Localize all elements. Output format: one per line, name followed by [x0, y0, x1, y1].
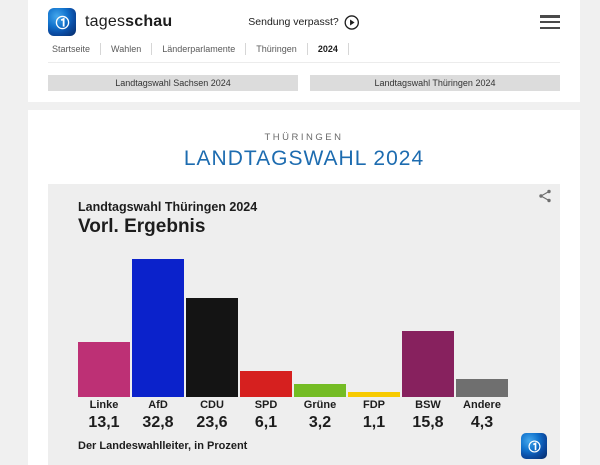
breadcrumb-item-wahlen[interactable]: Wahlen	[101, 43, 153, 55]
brand-wordmark[interactable]: tagesschau	[85, 13, 172, 31]
chart-source: Der Landeswahlleiter, in Prozent	[78, 440, 248, 452]
party-label: AfD	[148, 399, 168, 411]
party-label: CDU	[200, 399, 224, 411]
chart-column-grüne: Grüne 3,2	[294, 239, 346, 431]
bar-cdu	[186, 298, 238, 397]
party-value: 3,2	[308, 414, 332, 431]
breadcrumb-item-startseite[interactable]: Startseite	[48, 43, 102, 55]
party-value: 6,1	[254, 414, 278, 431]
bar-zone	[402, 239, 454, 397]
tagesschau-logo-icon[interactable]	[48, 8, 76, 36]
chart-title: Landtagswahl Thüringen 2024	[78, 200, 258, 214]
globe-icon	[55, 15, 69, 29]
chart-column-fdp: FDP 1,1	[348, 239, 400, 431]
chart-column-linke: Linke 13,1	[78, 239, 130, 431]
region-kicker: THÜRINGEN	[264, 132, 344, 143]
page-title-block: THÜRINGEN LANDTAGSWAHL 2024	[28, 132, 580, 171]
election-tabs: Landtagswahl Sachsen 2024 Landtagswahl T…	[48, 63, 560, 102]
chart-column-afd: AfD 32,8	[132, 239, 184, 431]
bar-bsw	[402, 331, 454, 397]
globe-icon	[527, 439, 541, 453]
main-content-card: THÜRINGEN LANDTAGSWAHL 2024 Landtagswahl…	[28, 110, 580, 465]
hamburger-menu-icon[interactable]	[540, 15, 560, 29]
watch-missed-label: Sendung verpasst?	[248, 16, 339, 28]
chart-column-bsw: BSW 15,8	[402, 239, 454, 431]
watch-missed-link[interactable]: Sendung verpasst?	[248, 14, 360, 30]
bar-zone	[240, 239, 292, 397]
bar-afd	[132, 259, 184, 397]
results-chart-card: Landtagswahl Thüringen 2024 Vorl. Ergebn…	[48, 184, 560, 465]
breadcrumb-item-laenderparlamente[interactable]: Länderparlamente	[152, 43, 247, 55]
site-header: tagesschau Sendung verpasst? Startseite …	[28, 0, 580, 102]
party-value: 13,1	[88, 414, 120, 431]
party-value: 15,8	[412, 414, 444, 431]
bar-zone	[186, 239, 238, 397]
header-top-row: tagesschau Sendung verpasst?	[48, 0, 560, 38]
breadcrumb-item-thueringen[interactable]: Thüringen	[246, 43, 308, 55]
bar-zone	[294, 239, 346, 397]
chart-column-spd: SPD 6,1	[240, 239, 292, 431]
bar-andere	[456, 379, 508, 397]
tab-landtagswahl-sachsen-2024[interactable]: Landtagswahl Sachsen 2024	[48, 75, 298, 91]
play-icon[interactable]	[345, 14, 360, 30]
party-value: 32,8	[142, 414, 174, 431]
bar-spd	[240, 371, 292, 397]
party-value: 23,6	[196, 414, 228, 431]
page-title: LANDTAGSWAHL 2024	[183, 147, 425, 170]
share-icon[interactable]	[538, 189, 552, 203]
party-label: FDP	[363, 399, 385, 411]
chart-subtitle: Vorl. Ergebnis	[78, 216, 206, 237]
bar-zone	[78, 239, 130, 397]
tab-landtagswahl-thueringen-2024[interactable]: Landtagswahl Thüringen 2024	[310, 75, 560, 91]
party-value: 4,3	[470, 414, 494, 431]
chart-column-andere: Andere 4,3	[456, 239, 508, 431]
party-label: BSW	[415, 399, 441, 411]
brand-regular: tages	[85, 13, 126, 30]
chart-columns: Linke 13,1 AfD 32,8 CDU 23,6 SPD 6,1 Grüne 3,2 FDP…	[78, 239, 508, 431]
party-label: Grüne	[303, 399, 337, 411]
bar-zone	[132, 239, 184, 397]
bar-grüne	[294, 384, 346, 397]
breadcrumb: Startseite Wahlen Länderparlamente Thüri…	[48, 38, 560, 63]
bar-zone	[456, 239, 508, 397]
bar-fdp	[348, 392, 400, 397]
bar-linke	[78, 342, 130, 397]
party-label: Linke	[89, 399, 119, 411]
bar-zone	[348, 239, 400, 397]
brand-bold: schau	[125, 13, 173, 30]
party-value: 1,1	[362, 414, 386, 431]
breadcrumb-item-2024[interactable]: 2024	[308, 43, 349, 55]
party-label: SPD	[254, 399, 278, 411]
content-column: tagesschau Sendung verpasst? Startseite …	[28, 0, 580, 465]
party-label: Andere	[463, 399, 501, 411]
chart-column-cdu: CDU 23,6	[186, 239, 238, 431]
tagesschau-watermark-logo-icon	[521, 433, 547, 459]
